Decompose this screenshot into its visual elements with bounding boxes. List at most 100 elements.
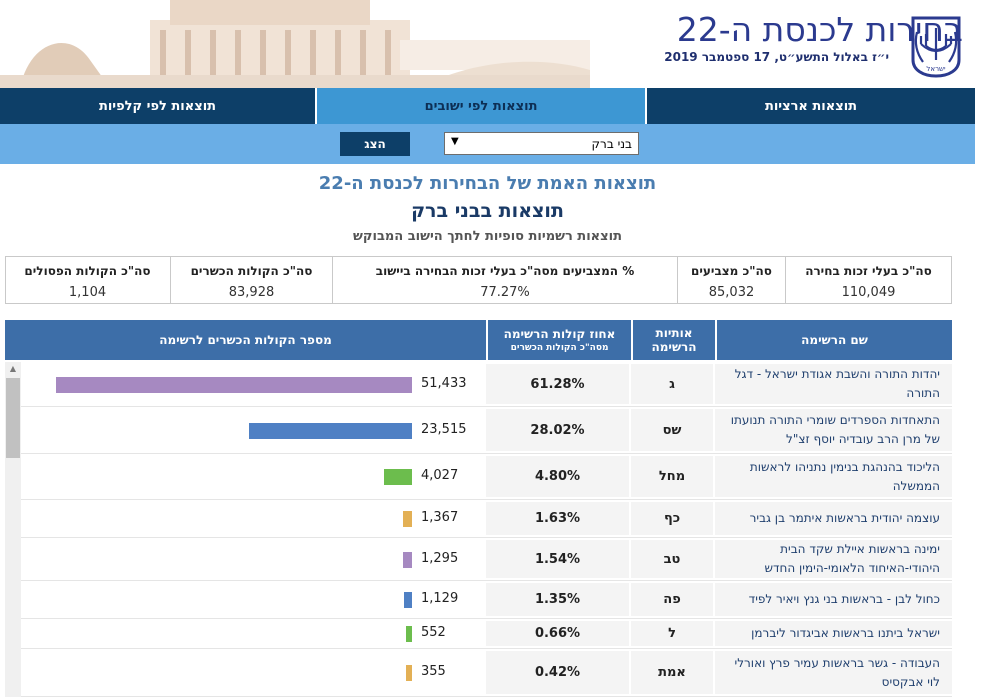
list-name: עוצמה יהודית בראשות איתמר בן גביר (715, 502, 952, 535)
stat-value: 85,032 (708, 285, 755, 300)
list-vote-count: 552 (421, 625, 446, 640)
table-row: יהדות התורה והשבת אגודת ישראל - דגל התור… (21, 362, 952, 407)
page-edge (975, 88, 985, 697)
header-list-letters: אותיות הרשימה (631, 320, 715, 360)
svg-text:ישראל: ישראל (926, 65, 946, 73)
page-subtitle: תוצאות רשמיות סופיות לחתך הישוב המבוקש (353, 229, 622, 244)
header-pct-sub: מסה"כ הקולות הכשרים (510, 343, 609, 353)
site-title: בחירות לכנסת ה-22 (676, 10, 963, 49)
results-scrollbar[interactable]: ▲ (5, 362, 21, 697)
list-name: יהדות התורה והשבת אגודת ישראל - דגל התור… (715, 364, 952, 404)
site-header: ישראל בחירות לכנסת ה-22 י״ז באלול התשע״ט… (0, 0, 985, 88)
vote-bar (384, 469, 412, 485)
scroll-up-arrow-icon[interactable]: ▲ (9, 364, 17, 373)
list-vote-pct: 28.02% (486, 409, 629, 451)
stat-value: 110,049 (841, 285, 896, 300)
header-vote-count: מספר הקולות הכשרים לרשימה (159, 333, 332, 347)
list-name: ימינה בראשות איילת שקד הבית היהודי-האיחו… (715, 540, 952, 578)
stat-value: 83,928 (228, 285, 275, 300)
list-name: הליכוד בהנהגת בנימין נתניהו לראשות הממשל… (715, 456, 952, 497)
results-table-body: יהדות התורה והשבת אגודת ישראל - דגל התור… (21, 362, 952, 697)
list-letters: ל (631, 621, 713, 646)
stat-invalid: סה"כ הקולות הפסולים 1,104 (5, 257, 170, 303)
list-name: התאחדות הספרדים שומרי התורה תנועתו של מר… (715, 409, 952, 451)
stat-value: 77.27% (480, 285, 530, 300)
results-table-header: שם הרשימה אותיות הרשימה אחוז קולות הרשימ… (5, 320, 952, 360)
stat-label: % המצביעים מסה"כ בעלי זכות הבחירה ביישוב (375, 264, 635, 278)
list-votes-cell: 51,433 (21, 362, 486, 406)
list-vote-pct: 0.42% (486, 651, 629, 694)
header-list-name: שם הרשימה (715, 320, 952, 360)
stat-label: סה"כ מצביעים (691, 264, 772, 278)
table-row: העבודה - גשר בראשות עמיר פרץ ואורלי לוי … (21, 649, 952, 697)
table-row: ימינה בראשות איילת שקד הבית היהודי-האיחו… (21, 538, 952, 581)
vote-bar (403, 551, 412, 568)
page-title: תוצאות האמת של הבחירות לכנסת ה-22 (318, 173, 657, 194)
list-vote-count: 1,129 (421, 591, 459, 606)
header-letters-line1: אותיות (655, 326, 693, 340)
stats-box: סה"כ בעלי זכות בחירה 110,049 סה"כ מצביעי… (5, 256, 952, 304)
table-row: ישראל ביתנו בראשות אביגדור ליברמן ל 0.66% 5… (21, 619, 952, 649)
list-vote-count: 355 (421, 664, 446, 679)
vote-bar (403, 511, 412, 527)
chevron-down-icon: ▼ (451, 136, 459, 147)
stat-label: סה"כ הקולות הכשרים (190, 264, 313, 278)
list-vote-count: 51,433 (421, 375, 467, 391)
show-button[interactable]: הצג (340, 132, 410, 156)
list-votes-cell: 552 (21, 619, 486, 648)
list-vote-pct: 1.54% (486, 540, 629, 578)
list-votes-cell: 1,129 (21, 581, 486, 618)
city-title: תוצאות בבני ברק (411, 200, 564, 222)
filter-bar: בני ברק ▼ (0, 124, 975, 164)
tab-city-results[interactable]: תוצאות לפי ישובים (315, 88, 645, 124)
main-tabs: תוצאות ארציות תוצאות לפי ישובים תוצאות ל… (0, 88, 975, 124)
header-letters-line2: הרשימה (651, 340, 697, 354)
stat-turnout-pct: % המצביעים מסה"כ בעלי זכות הבחירה ביישוב… (332, 257, 677, 303)
list-vote-count: 4,027 (421, 468, 459, 483)
list-name: כחול לבן - בראשות בני גנץ ויאיר לפיד (715, 583, 952, 616)
list-letters: ג (631, 364, 713, 404)
stat-valid: סה"כ הקולות הכשרים 83,928 (170, 257, 332, 303)
list-vote-pct: 1.35% (486, 583, 629, 616)
header-vote-pct: אחוז קולות הרשימה מסה"כ הקולות הכשרים (486, 320, 631, 360)
list-name: העבודה - גשר בראשות עמיר פרץ ואורלי לוי … (715, 651, 952, 694)
table-row: התאחדות הספרדים שומרי התורה תנועתו של מר… (21, 407, 952, 454)
header-pct-label: אחוז קולות הרשימה (503, 327, 616, 341)
list-vote-count: 23,515 (421, 421, 467, 437)
list-letters: פה (631, 583, 713, 616)
list-letters: כף (631, 502, 713, 535)
stat-label: סה"כ הקולות הפסולים (24, 264, 151, 278)
table-row: כחול לבן - בראשות בני גנץ ויאיר לפיד פה 1.… (21, 581, 952, 619)
vote-bar (404, 592, 412, 608)
vote-bar (249, 422, 412, 439)
tab-national-results[interactable]: תוצאות ארציות (645, 88, 975, 124)
list-votes-cell: 355 (21, 649, 486, 696)
list-votes-cell: 1,295 (21, 538, 486, 580)
scroll-thumb[interactable] (6, 378, 20, 458)
list-vote-pct: 1.63% (486, 502, 629, 535)
list-vote-count: 1,295 (421, 550, 459, 566)
state-emblem-icon: ישראל (911, 16, 961, 78)
list-vote-pct: 61.28% (486, 364, 629, 404)
table-row: הליכוד בהנהגת בנימין נתניהו לראשות הממשל… (21, 454, 952, 500)
list-letters: טב (631, 540, 713, 578)
list-letters: שס (631, 409, 713, 451)
city-select-value: בני ברק (591, 137, 632, 151)
tab-ballot-results[interactable]: תוצאות לפי קלפיות (98, 98, 217, 114)
list-votes-cell: 23,515 (21, 407, 486, 453)
stat-eligible: סה"כ בעלי זכות בחירה 110,049 (785, 257, 951, 303)
stat-value: 1,104 (68, 285, 107, 300)
city-select[interactable]: בני ברק ▼ (444, 132, 639, 155)
knesset-building-image (0, 0, 590, 88)
list-letters: מחל (631, 456, 713, 497)
vote-bar (406, 626, 412, 642)
election-date: י״ז באלול התשע״ט, 17 ספטמבר 2019 (664, 50, 889, 64)
list-letters: אמת (631, 651, 713, 694)
list-name: ישראל ביתנו בראשות אביגדור ליברמן (715, 621, 952, 646)
list-votes-cell: 1,367 (21, 500, 486, 537)
list-votes-cell: 4,027 (21, 454, 486, 499)
table-row: עוצמה יהודית בראשות איתמר בן גביר כף 1.63%… (21, 500, 952, 538)
vote-bar (406, 665, 412, 681)
stat-voted: סה"כ מצביעים 85,032 (677, 257, 785, 303)
list-vote-pct: 4.80% (486, 456, 629, 497)
